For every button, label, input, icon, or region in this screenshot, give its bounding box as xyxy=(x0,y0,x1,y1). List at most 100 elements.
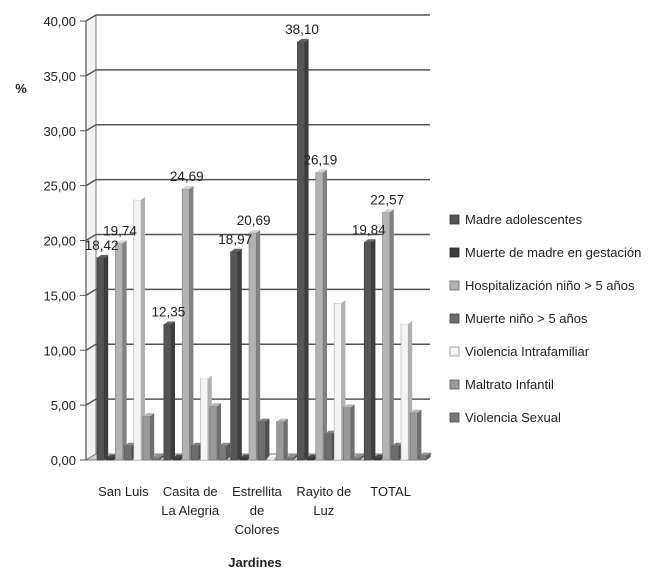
y-tick-label: 25,00 xyxy=(43,179,76,194)
x-category-label: TOTAL xyxy=(370,484,411,499)
data-label: 19,74 xyxy=(103,223,137,238)
y-axis-title: % xyxy=(15,81,27,96)
bar xyxy=(257,421,266,461)
data-label: 38,10 xyxy=(285,22,319,37)
bar-top xyxy=(163,321,175,325)
bar-top xyxy=(124,442,136,446)
data-label: 22,57 xyxy=(370,192,404,207)
bar-side xyxy=(159,454,164,460)
x-axis-title: Jardines xyxy=(228,555,281,570)
legend-label: Hospitalización niño > 5 años xyxy=(465,278,635,293)
bar-top xyxy=(334,300,346,304)
x-category-label: Luz xyxy=(313,503,334,518)
bar-side xyxy=(256,229,261,460)
bar-top xyxy=(143,413,155,417)
bar-side xyxy=(426,452,431,460)
bar-top xyxy=(325,430,337,434)
legend-swatch xyxy=(449,247,460,258)
data-label: 19,84 xyxy=(352,222,386,237)
bar-top xyxy=(391,442,403,446)
bar xyxy=(142,415,151,461)
bar-top xyxy=(115,240,127,244)
bar xyxy=(96,257,105,461)
bar-top xyxy=(106,454,118,458)
legend-label: Violencia Sexual xyxy=(465,410,561,425)
bar xyxy=(409,412,418,461)
bar xyxy=(105,457,114,461)
bar-side xyxy=(237,248,242,460)
bar-side xyxy=(122,240,127,460)
bar-side xyxy=(171,321,175,460)
y-tick-label: 15,00 xyxy=(43,288,76,303)
gridline xyxy=(85,69,430,77)
data-label: 18,42 xyxy=(85,238,119,253)
data-label: 26,19 xyxy=(304,153,338,168)
legend-swatch xyxy=(449,280,460,291)
bar-top xyxy=(191,442,203,446)
bar-top xyxy=(173,454,185,458)
y-tick-label: 5,00 xyxy=(51,398,76,413)
bar-top xyxy=(209,403,221,407)
y-tick-label: 40,00 xyxy=(43,14,76,29)
bar-top xyxy=(267,454,279,458)
legend-label: Madre adolescentes xyxy=(465,212,583,227)
bar xyxy=(324,433,333,461)
x-category-label: Estrellita xyxy=(232,484,283,499)
bar xyxy=(391,445,400,461)
legend-swatch xyxy=(449,346,460,357)
bar xyxy=(239,457,248,461)
legend-label: Violencia Intrafamiliar xyxy=(465,344,590,359)
bar-top xyxy=(419,452,431,456)
legend-label: Maltrato Infantil xyxy=(465,377,554,392)
bar xyxy=(363,241,372,461)
bar-top xyxy=(297,38,309,42)
bar-top xyxy=(133,196,145,200)
y-tick-label: 0,00 xyxy=(51,453,76,468)
bar-top xyxy=(352,454,364,458)
bar-top xyxy=(219,442,231,446)
bar xyxy=(285,457,294,461)
bar xyxy=(267,457,275,461)
bar-side xyxy=(265,418,270,460)
x-category-label: Rayito de xyxy=(296,484,351,499)
bar xyxy=(191,445,199,461)
x-category-label: de xyxy=(250,503,264,518)
bar xyxy=(124,445,133,461)
data-label: 24,69 xyxy=(170,169,204,184)
bar-top xyxy=(182,186,194,190)
bar xyxy=(306,457,315,461)
bar-top xyxy=(239,454,251,458)
legend-swatch xyxy=(449,214,460,225)
bar-side xyxy=(359,454,364,460)
bar-top xyxy=(315,169,327,173)
x-category-label: San Luis xyxy=(98,484,149,499)
bar-side xyxy=(304,38,309,460)
bar xyxy=(115,243,123,461)
bar-top xyxy=(401,320,413,324)
bar xyxy=(315,172,324,461)
gridline xyxy=(85,124,430,132)
bar xyxy=(373,457,381,461)
bar-side xyxy=(226,442,231,460)
bar-side xyxy=(104,254,109,460)
bar-side xyxy=(141,196,145,460)
legend-swatch xyxy=(449,412,460,423)
bar xyxy=(352,457,361,461)
bar-top xyxy=(230,248,242,252)
legend-label: Muerte de madre en gestación xyxy=(465,245,641,260)
bar-side xyxy=(323,169,327,460)
bar-top xyxy=(410,409,422,413)
legend-swatch xyxy=(449,379,460,390)
y-tick-label: 35,00 xyxy=(43,69,76,84)
bar-top xyxy=(364,239,376,243)
x-category-label: Colores xyxy=(235,522,280,537)
bar xyxy=(382,211,391,461)
bar xyxy=(133,199,142,461)
bar-side xyxy=(283,418,288,460)
bar-top xyxy=(200,375,212,379)
bar-side xyxy=(189,186,194,460)
bar-top xyxy=(373,454,385,458)
y-tick-label: 30,00 xyxy=(43,124,76,139)
bar-top xyxy=(343,404,355,408)
